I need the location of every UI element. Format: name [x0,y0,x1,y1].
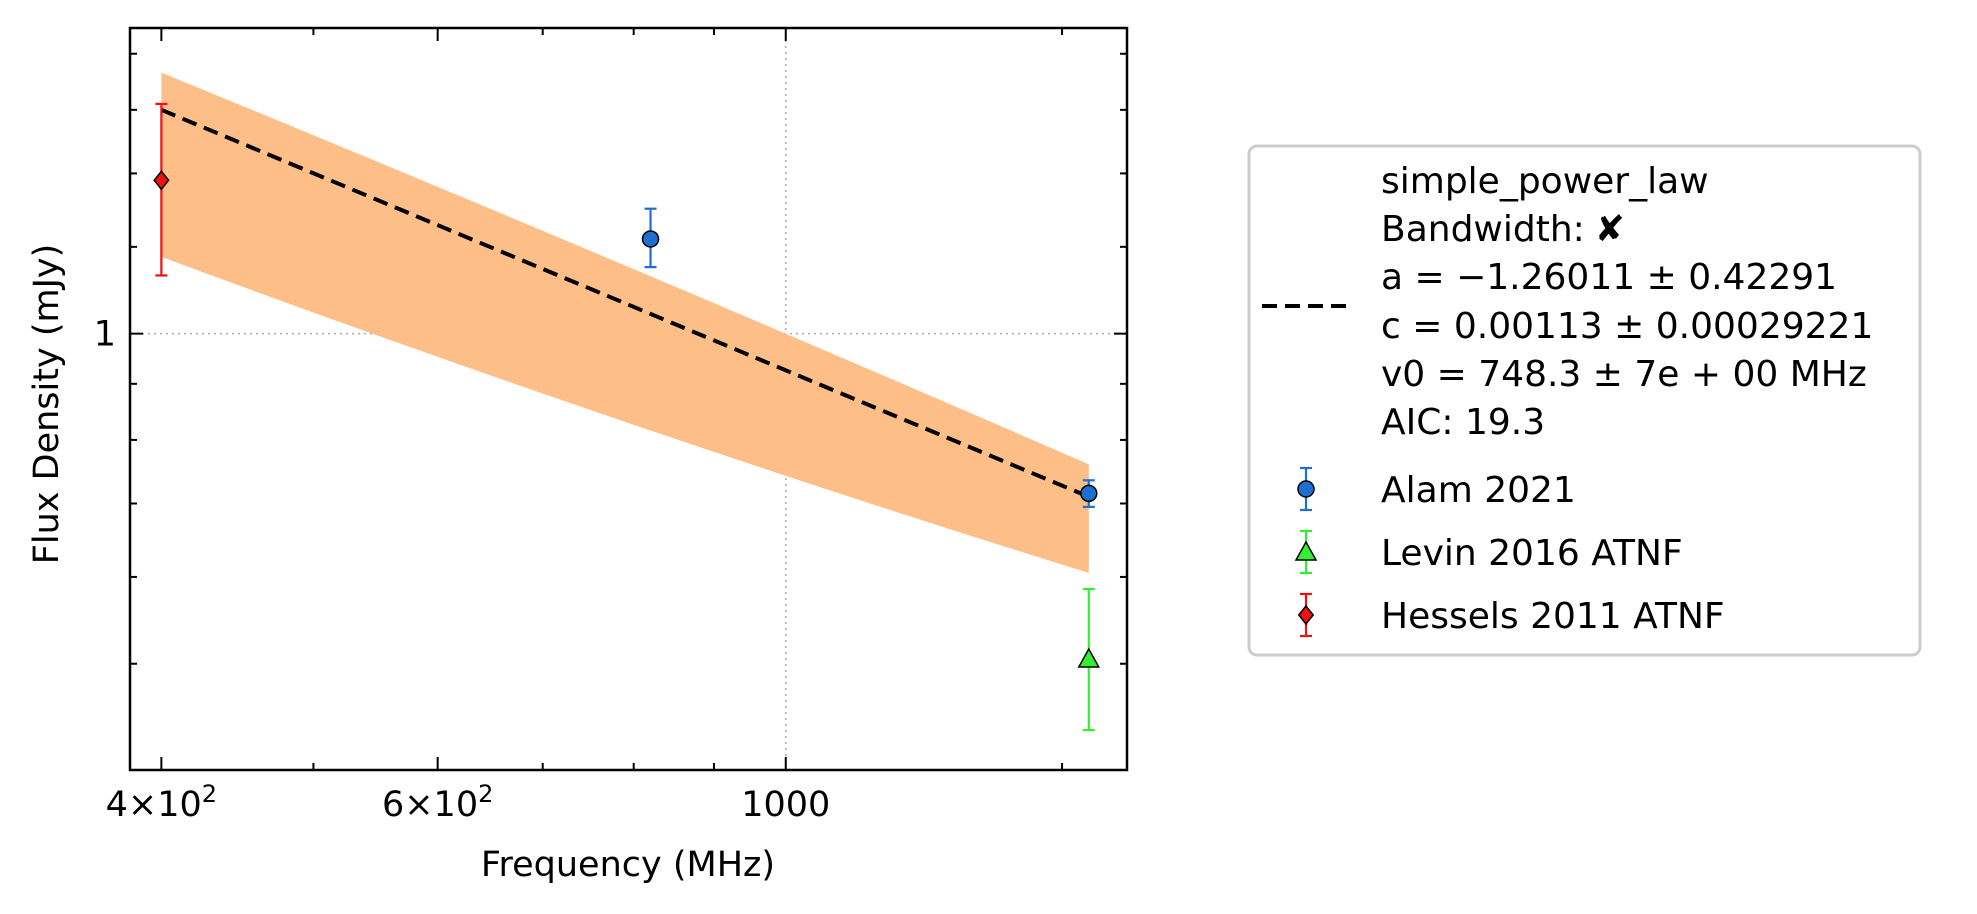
axis-ticks: 4×102 6×102 1000 1 [94,28,1127,825]
legend-fit-model: simple_power_law [1381,161,1709,202]
data-point [153,170,170,191]
fit-line-layer [160,107,1090,499]
legend-bandwidth-label: Bandwidth: [1381,209,1585,250]
data-point [641,230,660,248]
fit-uncertainty-band [161,72,1089,573]
legend-series-label: Hessels 2011 ATNF [1381,596,1725,637]
legend-bandwidth-line: Bandwidth: ✘ [1381,209,1625,250]
legend-box [1247,144,1922,657]
legend-bandwidth-cross-icon: ✘ [1595,209,1625,250]
legend-fit-param-v0: v0 = 748.3 ± 7e + 00 MHz [1381,354,1867,395]
data-points [153,102,1101,732]
legend-fit-param-c: c = 0.00113 ± 0.00029221 [1381,306,1873,347]
legend-series-label: Alam 2021 [1381,470,1576,511]
fit-band [161,72,1089,573]
plot-frame [128,26,1129,772]
legend-marker-diamond-icon [1297,604,1315,626]
data-point [1080,484,1098,503]
legend-fit-aic: AIC: 19.3 [1381,402,1545,443]
legend-fit-param-a: a = −1.26011 ± 0.42291 [1381,257,1837,298]
data-point [1077,647,1101,668]
x-tick-label: 6×102 [382,780,493,825]
y-tick-label: 1 [94,315,116,355]
x-tick-label: 1000 [741,785,830,825]
legend: simple_power_law Bandwidth: ✘ a = −1.2601… [1247,144,1922,657]
x-tick-label: 4×102 [106,780,217,825]
y-axis-label: Flux Density (mJy) [27,244,67,565]
x-axis-label: Frequency (MHz) [481,845,775,885]
fit-line [160,107,1090,499]
legend-marker-circle-icon [1297,480,1315,498]
legend-marker-triangle-icon [1294,540,1318,561]
legend-series-label: Levin 2016 ATNF [1381,533,1683,574]
